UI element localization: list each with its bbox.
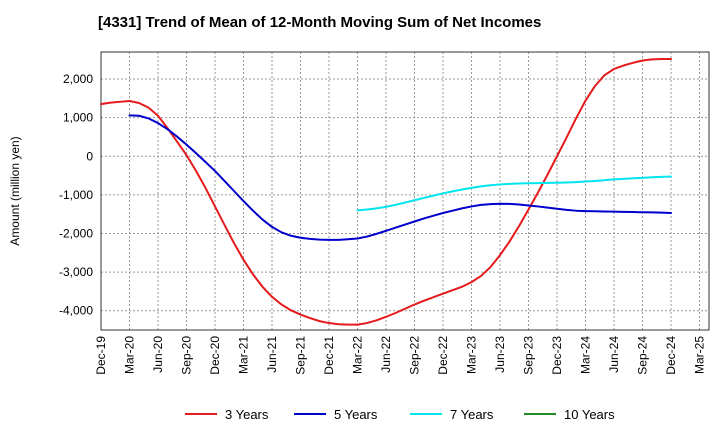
x-axis: Dec-19 Mar-20 Jun-20 Sep-20 Dec-20 Mar-21 Jun-… bbox=[94, 336, 707, 375]
x-tick-label: Dec-24 bbox=[664, 336, 678, 375]
x-tick-label: Mar-25 bbox=[693, 336, 707, 374]
y-tick-label: 2,000 bbox=[63, 72, 93, 86]
series-line-3-years bbox=[100, 57, 672, 326]
x-tick-label: Jun-24 bbox=[607, 336, 621, 373]
series-line-5-years bbox=[128, 114, 672, 241]
y-axis-title: Amount (million yen) bbox=[8, 136, 22, 245]
y-tick-label: 0 bbox=[86, 149, 93, 163]
legend-label-7-years: 7 Years bbox=[450, 407, 494, 422]
y-tick-label: -2,000 bbox=[59, 226, 93, 240]
plot-frame bbox=[100, 51, 710, 331]
x-tick-label: Jun-23 bbox=[493, 336, 507, 373]
x-tick-label: Sep-22 bbox=[408, 336, 422, 375]
x-tick-label: Mar-21 bbox=[237, 336, 251, 374]
x-tick-label: Sep-21 bbox=[294, 336, 308, 375]
x-tick-label: Mar-20 bbox=[123, 336, 137, 374]
y-tick-label: -1,000 bbox=[59, 188, 93, 202]
legend-label-10-years: 10 Years bbox=[564, 407, 615, 422]
x-tick-label: Mar-23 bbox=[465, 336, 479, 374]
x-tick-label: Mar-22 bbox=[351, 336, 365, 374]
x-tick-label: Mar-24 bbox=[579, 336, 593, 374]
legend-label-3-years: 3 Years bbox=[225, 407, 269, 422]
y-tick-label: -3,000 bbox=[59, 265, 93, 279]
x-tick-label: Dec-22 bbox=[436, 336, 450, 375]
x-tick-label: Dec-21 bbox=[322, 336, 336, 375]
x-tick-label: Dec-20 bbox=[208, 336, 222, 375]
x-tick-label: Jun-22 bbox=[379, 336, 393, 373]
x-tick-label: Dec-19 bbox=[94, 336, 108, 375]
y-tick-label: 1,000 bbox=[63, 111, 93, 125]
series-lines bbox=[100, 57, 672, 326]
series-line-7-years bbox=[356, 175, 672, 212]
legend: 3 Years 5 Years 7 Years 10 Years bbox=[185, 407, 615, 422]
legend-label-5-years: 5 Years bbox=[334, 407, 378, 422]
y-tick-label: -4,000 bbox=[59, 304, 93, 318]
x-tick-label: Sep-20 bbox=[180, 336, 194, 375]
x-tick-label: Sep-24 bbox=[636, 336, 650, 375]
y-axis: 2,000 1,000 0 -1,000 -2,000 -3,000 -4,000 bbox=[59, 72, 93, 318]
x-tick-label: Jun-21 bbox=[265, 336, 279, 373]
x-tick-label: Jun-20 bbox=[151, 336, 165, 373]
x-tick-label: Sep-23 bbox=[522, 336, 536, 375]
grid bbox=[100, 52, 709, 330]
x-tick-label: Dec-23 bbox=[550, 336, 564, 375]
chart-title: [4331] Trend of Mean of 12-Month Moving … bbox=[98, 14, 542, 31]
